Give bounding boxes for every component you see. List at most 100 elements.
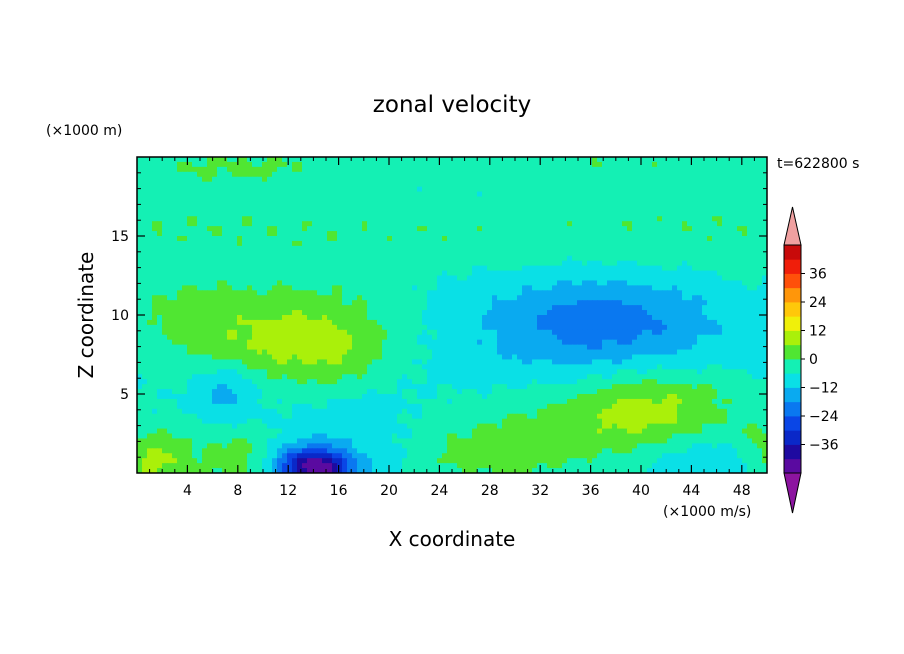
field-cell bbox=[322, 339, 328, 346]
field-cell bbox=[477, 250, 483, 257]
field-cell bbox=[327, 196, 333, 203]
field-cell bbox=[202, 344, 208, 351]
field-cell bbox=[317, 250, 323, 257]
field-cell bbox=[292, 161, 298, 168]
field-cell bbox=[587, 265, 593, 272]
field-cell bbox=[562, 226, 568, 232]
field-cell bbox=[507, 157, 513, 163]
field-cell bbox=[657, 166, 663, 173]
field-cell bbox=[282, 334, 288, 341]
field-cell bbox=[732, 245, 738, 252]
field-cell bbox=[412, 339, 418, 346]
field-cell bbox=[322, 300, 328, 306]
field-cell bbox=[452, 211, 458, 217]
field-cell bbox=[302, 334, 308, 341]
field-cell bbox=[657, 275, 663, 282]
field-cell bbox=[422, 285, 428, 291]
field-cell bbox=[202, 295, 208, 301]
field-cell bbox=[602, 280, 608, 286]
field-cell bbox=[627, 324, 633, 331]
field-cell bbox=[317, 231, 323, 237]
field-cell bbox=[542, 221, 548, 227]
field-cell bbox=[257, 334, 263, 341]
field-cell bbox=[532, 231, 538, 237]
field-cell bbox=[522, 161, 528, 168]
field-cell bbox=[662, 226, 668, 232]
field-cell bbox=[697, 166, 703, 173]
field-cell bbox=[762, 240, 767, 247]
field-cell bbox=[157, 240, 163, 247]
field-cell bbox=[297, 157, 303, 163]
field-cell bbox=[392, 265, 398, 272]
field-cell bbox=[332, 285, 338, 291]
field-cell bbox=[492, 245, 498, 252]
field-cell bbox=[322, 216, 328, 222]
field-cell bbox=[512, 191, 518, 198]
field-cell bbox=[227, 250, 233, 257]
field-cell bbox=[527, 171, 533, 178]
field-cell bbox=[157, 206, 163, 212]
field-cell bbox=[287, 211, 293, 217]
field-cell bbox=[257, 250, 263, 257]
field-cell bbox=[192, 245, 198, 252]
field-cell bbox=[752, 161, 758, 168]
field-cell bbox=[622, 240, 628, 247]
field-cell bbox=[357, 206, 363, 212]
field-cell bbox=[392, 196, 398, 203]
field-cell bbox=[352, 245, 358, 252]
field-cell bbox=[377, 191, 383, 198]
field-cell bbox=[572, 161, 578, 168]
field-cell bbox=[422, 176, 428, 183]
field-cell bbox=[512, 329, 518, 336]
field-cell bbox=[327, 270, 333, 277]
field-cell bbox=[272, 349, 278, 356]
field-cell bbox=[342, 231, 348, 237]
field-cell bbox=[522, 250, 528, 257]
field-cell bbox=[202, 221, 208, 227]
field-cell bbox=[417, 231, 423, 237]
field-cell bbox=[452, 349, 458, 356]
field-cell bbox=[147, 186, 153, 193]
field-cell bbox=[587, 211, 593, 217]
field-cell bbox=[422, 290, 428, 296]
field-cell bbox=[347, 349, 353, 356]
field-cell bbox=[207, 191, 213, 198]
field-cell bbox=[632, 171, 638, 178]
field-cell bbox=[247, 191, 253, 198]
field-cell bbox=[262, 171, 268, 178]
field-cell bbox=[477, 344, 483, 351]
field-cell bbox=[617, 305, 623, 311]
field-cell bbox=[407, 255, 413, 262]
field-cell bbox=[627, 295, 633, 301]
field-cell bbox=[247, 280, 253, 286]
field-cell bbox=[347, 157, 353, 163]
field-cell bbox=[137, 334, 143, 341]
field-cell bbox=[497, 161, 503, 168]
field-cell bbox=[742, 315, 748, 321]
field-cell bbox=[372, 255, 378, 262]
field-cell bbox=[247, 201, 253, 207]
field-cell bbox=[262, 157, 268, 163]
field-cell bbox=[237, 221, 243, 227]
field-cell bbox=[292, 300, 298, 306]
field-cell bbox=[372, 245, 378, 252]
field-cell bbox=[287, 275, 293, 282]
field-cell bbox=[662, 250, 668, 257]
field-cell bbox=[652, 166, 658, 173]
field-cell bbox=[277, 245, 283, 252]
field-cell bbox=[727, 295, 733, 301]
field-cell bbox=[222, 329, 228, 336]
field-cell bbox=[212, 166, 218, 173]
field-cell bbox=[742, 300, 748, 306]
field-cell bbox=[742, 240, 748, 247]
field-cell bbox=[222, 245, 228, 252]
field-cell bbox=[747, 166, 753, 173]
field-cell bbox=[497, 186, 503, 193]
field-cell bbox=[437, 206, 443, 212]
field-cell bbox=[197, 236, 203, 242]
field-cell bbox=[742, 275, 748, 282]
field-cell bbox=[377, 250, 383, 257]
field-cell bbox=[137, 166, 143, 173]
field-cell bbox=[562, 310, 568, 316]
field-cell bbox=[727, 285, 733, 291]
